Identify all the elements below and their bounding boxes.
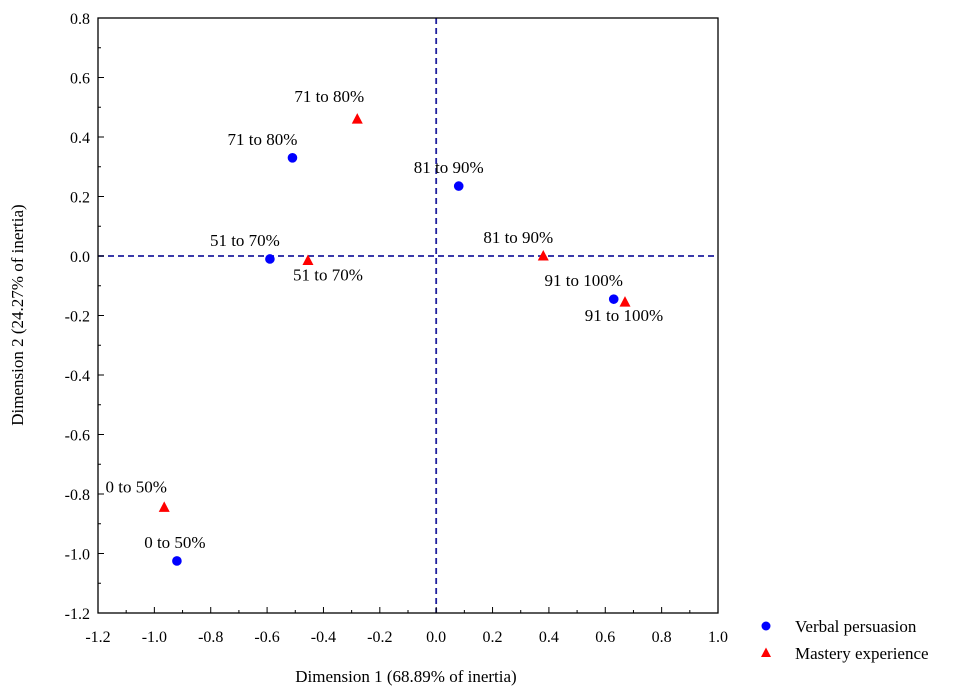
point-label: 71 to 80% bbox=[294, 87, 364, 106]
verbal-persuasion-point bbox=[172, 556, 182, 566]
x-tick-label: -1.0 bbox=[142, 629, 167, 646]
x-axis-ticks: -1.2 -1.0 -0.8 -0.6 -0.4 -0.2 0.0 0.2 0.4 0.6 0.8 1… bbox=[85, 607, 728, 646]
x-tick-label: -1.2 bbox=[85, 629, 110, 646]
mastery-experience-point bbox=[158, 501, 170, 512]
y-axis-ticks: 0.8 0.6 0.4 0.2 0.0 -0.2 -0.4 -0.6 -0.8 -1.0 -1.2 bbox=[65, 11, 104, 623]
mastery-experience-point bbox=[351, 113, 363, 124]
y-tick-label: 0.8 bbox=[70, 11, 90, 28]
y-tick-label: -1.2 bbox=[65, 606, 90, 623]
point-label: 0 to 50% bbox=[106, 477, 167, 496]
legend-label: Mastery experience bbox=[795, 644, 929, 663]
y-axis-title: Dimension 2 (24.27% of inertia) bbox=[8, 204, 27, 425]
y-tick-label: 0.0 bbox=[70, 249, 90, 266]
x-tick-label: -0.2 bbox=[367, 629, 392, 646]
legend-circle-marker bbox=[761, 621, 771, 631]
y-tick-label: -0.8 bbox=[65, 487, 90, 504]
mastery-experience-point bbox=[619, 296, 631, 307]
data-points: 71 to 80% 81 to 90% 51 to 70% 91 to 100% 0 t… bbox=[106, 87, 663, 566]
verbal-persuasion-point bbox=[453, 181, 464, 191]
point-label: 51 to 70% bbox=[210, 231, 280, 250]
point-label: 81 to 90% bbox=[483, 228, 553, 247]
x-tick-label: 0.0 bbox=[426, 629, 446, 646]
y-tick-label: 0.6 bbox=[70, 71, 90, 88]
y-tick-label: 0.2 bbox=[70, 190, 90, 207]
x-tick-label: 0.2 bbox=[483, 629, 503, 646]
y-tick-label: 0.4 bbox=[70, 130, 90, 147]
point-label: 0 to 50% bbox=[144, 533, 205, 552]
x-tick-label: 0.4 bbox=[539, 629, 559, 646]
x-tick-label: -0.8 bbox=[198, 629, 223, 646]
mastery-experience-point bbox=[302, 254, 314, 265]
reference-lines bbox=[98, 18, 718, 613]
x-tick-label: 0.6 bbox=[595, 629, 615, 646]
series-verbal-persuasion: 71 to 80% 81 to 90% 51 to 70% 91 to 100% 0 t… bbox=[144, 130, 623, 566]
y-tick-label: -0.4 bbox=[65, 368, 90, 385]
y-tick-label: -1.0 bbox=[65, 547, 90, 564]
point-label: 71 to 80% bbox=[228, 130, 298, 149]
y-tick-label: -0.6 bbox=[65, 428, 90, 445]
x-tick-label: -0.4 bbox=[311, 629, 336, 646]
x-tick-label: -0.6 bbox=[254, 629, 279, 646]
x-axis-title: Dimension 1 (68.89% of inertia) bbox=[295, 667, 516, 686]
mastery-experience-point bbox=[537, 250, 549, 261]
x-tick-label: 0.8 bbox=[652, 629, 672, 646]
point-label: 81 to 90% bbox=[414, 158, 484, 177]
legend-label: Verbal persuasion bbox=[795, 617, 917, 636]
verbal-persuasion-point bbox=[608, 294, 619, 304]
verbal-persuasion-point bbox=[287, 153, 298, 163]
y-tick-label: -0.2 bbox=[65, 309, 90, 326]
series-mastery-experience: 71 to 80% 51 to 70% 81 to 90% 91 to 100% 0 t… bbox=[106, 87, 663, 512]
point-label: 91 to 100% bbox=[585, 306, 663, 325]
point-label: 51 to 70% bbox=[293, 265, 363, 284]
legend: Verbal persuasion Mastery experience bbox=[761, 617, 929, 663]
point-label: 91 to 100% bbox=[545, 271, 623, 290]
verbal-persuasion-point bbox=[265, 254, 275, 264]
x-tick-label: 1.0 bbox=[708, 629, 728, 646]
legend-triangle-marker bbox=[761, 647, 771, 657]
